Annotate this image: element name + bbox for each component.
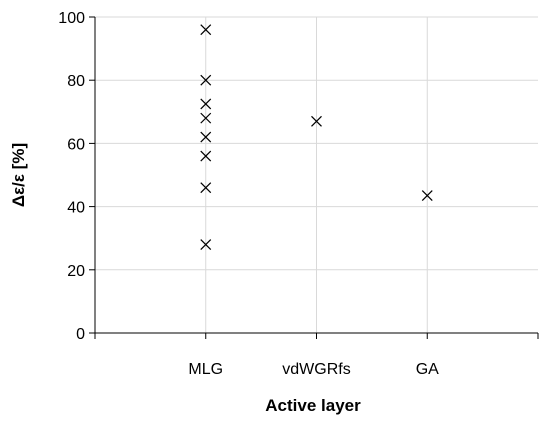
x-tick-label: MLG: [188, 361, 223, 378]
data-point-stroke: [200, 182, 212, 194]
data-point-stroke: [200, 74, 212, 86]
y-tick-label: 100: [58, 10, 85, 27]
data-point: [200, 239, 212, 250]
data-point: [200, 112, 212, 124]
y-tick-label: 0: [76, 326, 85, 343]
y-tick-label: 80: [67, 73, 85, 90]
data-point-stroke: [200, 150, 212, 162]
data-point: [200, 24, 212, 36]
axes: [89, 16, 539, 339]
data-point: [200, 182, 212, 194]
data-point-stroke: [200, 24, 212, 36]
data-points: [200, 24, 433, 250]
data-point: [200, 74, 212, 86]
x-tick-label: GA: [416, 361, 439, 378]
grid-lines: [95, 16, 538, 333]
data-point: [200, 150, 212, 162]
data-point-stroke: [200, 131, 212, 143]
data-point-stroke: [200, 239, 212, 250]
data-point-stroke: [200, 98, 212, 110]
data-point-stroke: [311, 115, 322, 127]
x-tick-label: vdWGRfs: [282, 361, 350, 378]
data-point: [421, 190, 433, 201]
data-point: [200, 98, 212, 110]
y-tick-label: 60: [67, 136, 85, 153]
data-point: [311, 115, 322, 127]
y-tick-label: 20: [67, 263, 85, 280]
tick-labels: 0 20 40 60 80 100 MLG vdWGRfs GA: [58, 10, 439, 378]
data-point-stroke: [421, 190, 433, 201]
y-axis-title: Δε/ε [%]: [9, 143, 28, 207]
x-axis-title: Active layer: [265, 396, 361, 415]
data-point-stroke: [200, 112, 212, 124]
y-tick-label: 40: [67, 200, 85, 217]
data-point: [200, 131, 212, 143]
